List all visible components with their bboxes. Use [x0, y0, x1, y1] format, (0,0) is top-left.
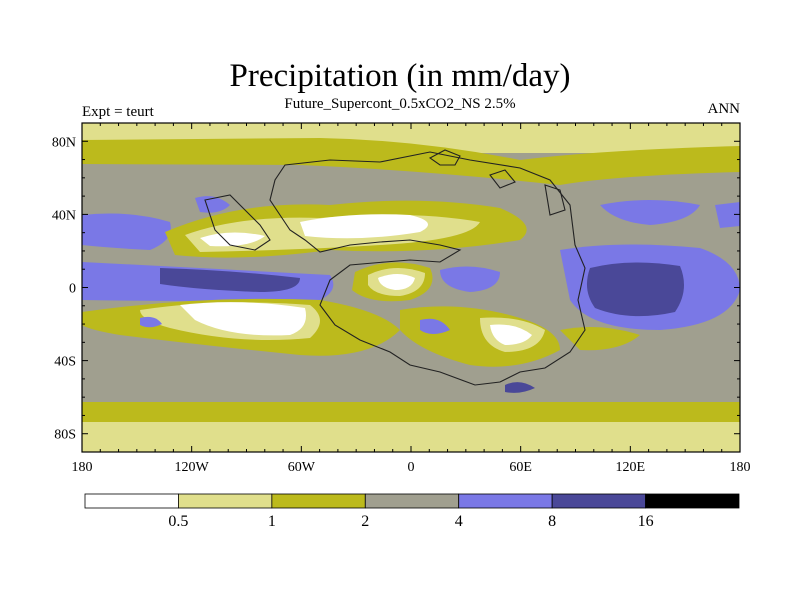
colorbar-label: 0.5 — [168, 513, 188, 530]
colorbar-label: 1 — [268, 513, 276, 530]
axis-ticks — [81, 122, 741, 453]
colorbar-box — [458, 493, 553, 509]
colorbar-box — [178, 493, 273, 509]
colorbar-box — [645, 493, 740, 509]
continent-outline — [204, 149, 586, 386]
lat-label: 80S — [54, 428, 76, 443]
colorbar-label: 2 — [361, 513, 369, 530]
colorbar-box — [364, 493, 460, 509]
colorbar-label: 16 — [638, 513, 654, 530]
plot-title: Precipitation (in mm/day) — [229, 58, 571, 94]
precipitation-field — [82, 123, 740, 452]
colorbar-label: 8 — [548, 513, 556, 530]
colorbar — [84, 493, 740, 509]
lat-label: 40S — [54, 355, 76, 370]
latitude-labels: 80N 40N 0 40S 80S — [52, 135, 76, 442]
plot-subtitle: Future_Supercont_0.5xCO2_NS 2.5% — [284, 96, 516, 112]
colorbar-box — [84, 493, 179, 509]
lon-label: 180 — [730, 460, 751, 475]
experiment-label: Expt = teurt — [82, 104, 154, 120]
lon-label: 60W — [288, 460, 316, 475]
lon-label: 120E — [616, 460, 646, 475]
lat-label: 40N — [52, 208, 76, 223]
colorbar-box — [271, 493, 366, 509]
colorbar-label: 4 — [455, 513, 463, 530]
colorbar-box — [551, 493, 646, 509]
longitude-labels: 180 120W 60W 0 60E 120E 180 — [72, 460, 751, 475]
colorbar-labels: 0.5 1 2 4 8 16 — [168, 513, 653, 530]
lat-label: 80N — [52, 135, 76, 150]
lon-label: 120W — [175, 460, 210, 475]
lon-label: 0 — [408, 460, 415, 475]
season-label: ANN — [707, 101, 741, 117]
lon-label: 180 — [72, 460, 93, 475]
lon-label: 60E — [509, 460, 532, 475]
lat-label: 0 — [69, 282, 76, 297]
